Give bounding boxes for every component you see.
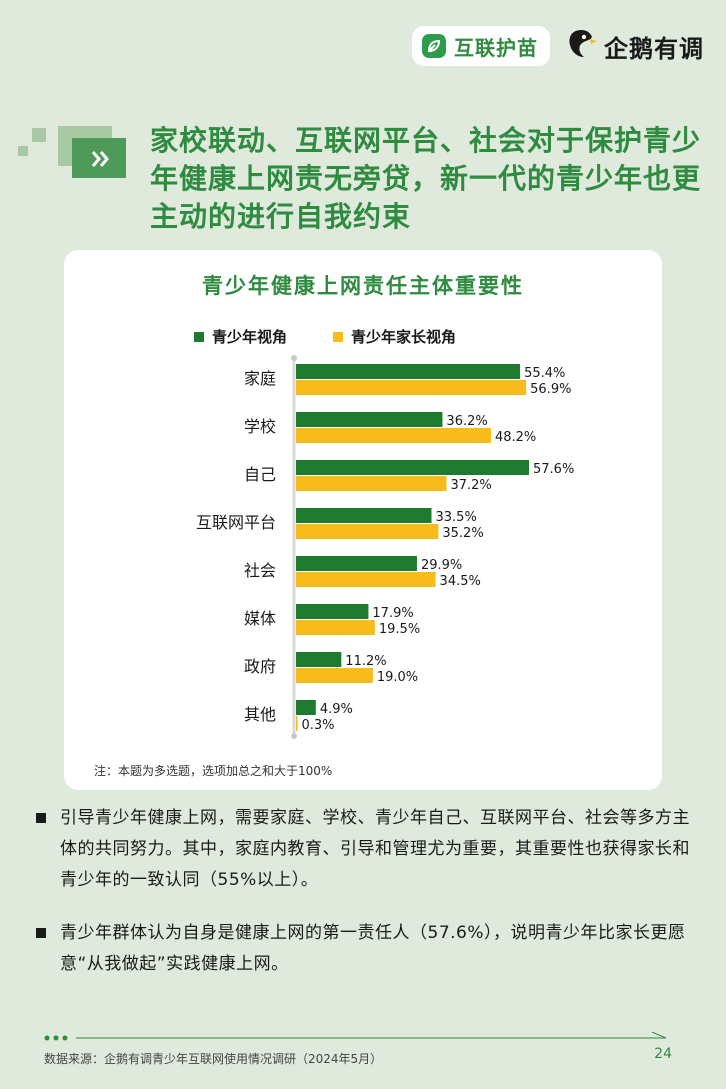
bar-parents	[296, 620, 375, 635]
takeaway-list: 引导青少年健康上网，需要家庭、学校、青少年自己、互联网平台、社会等多方主体的共同…	[36, 803, 696, 1002]
bar-parents	[296, 668, 373, 683]
qie-youdiao-logo: 企鹅有调	[564, 27, 704, 65]
logo-secondary-text: 企鹅有调	[604, 34, 704, 63]
data-label-parents: 48.2%	[495, 430, 536, 445]
logo-primary-text: 互联护苗	[454, 35, 538, 60]
footer-divider	[44, 1032, 667, 1041]
data-label-youth: 36.2%	[446, 414, 487, 429]
data-label-youth: 29.9%	[421, 558, 462, 573]
bar-youth	[296, 604, 369, 619]
legend-label-youth: 青少年视角	[212, 328, 288, 346]
takeaway-item: 青少年群体认为自身是健康上网的第一责任人（57.6%），说明青少年比家长更愿意“…	[36, 918, 696, 980]
chart-card: 青少年健康上网责任主体重要性 青少年视角 青少年家长视角 家庭 55.4% 56.9…	[64, 250, 662, 790]
data-label-parents: 37.2%	[450, 478, 491, 493]
legend-swatch-parents	[333, 331, 344, 342]
category-label: 政府	[244, 657, 276, 676]
data-label-youth: 57.6%	[533, 462, 574, 477]
category-label: 互联网平台	[196, 513, 276, 532]
bar-youth	[296, 412, 443, 427]
axis-end-dot	[291, 733, 297, 739]
bar-youth	[296, 556, 417, 571]
bar-parents	[296, 380, 527, 395]
double-chevron-icon	[91, 151, 109, 167]
category-label: 学校	[244, 417, 276, 436]
category-label: 家庭	[244, 369, 276, 388]
chart-title: 青少年健康上网责任主体重要性	[202, 274, 524, 298]
legend-item-youth: 青少年视角	[194, 326, 287, 347]
bar-chart: 家庭 55.4%56.9% 学校 36.2% 48.2% 自己 57.6% 37.2% 互联网平…	[196, 355, 574, 739]
page-headline: 家校联动、互联网平台、社会对于保护青少年健康上网责无旁贷，新一代的青少年也更主动…	[150, 124, 702, 233]
bar-parents	[296, 524, 439, 539]
bullet-square-icon	[36, 813, 46, 823]
sprout-icon	[422, 34, 446, 58]
page-number: 24	[654, 1046, 672, 1062]
takeaway-item: 引导青少年健康上网，需要家庭、学校、青少年自己、互联网平台、社会等多方主体的共同…	[36, 803, 696, 896]
data-label-parents: 35.2%	[442, 526, 483, 541]
category-label: 社会	[244, 561, 276, 580]
bar-parents	[296, 476, 447, 491]
data-label-parents: 19.0%	[377, 670, 418, 685]
axis-end-dot	[291, 355, 297, 361]
header-logos: 互联护苗 企鹅有调	[412, 26, 704, 66]
decorative-squares	[18, 126, 126, 178]
bullet-square-icon	[36, 928, 46, 938]
takeaway-text: 青少年群体认为自身是健康上网的第一责任人（57.6%），说明青少年比家长更愿意“…	[60, 923, 686, 974]
legend-item-parents: 青少年家长视角	[333, 326, 456, 347]
data-label-youth: 55.4%	[524, 366, 565, 381]
legend-swatch-youth	[194, 331, 204, 342]
data-label-youth: 17.9%	[372, 606, 413, 621]
bar-parents	[296, 716, 298, 731]
takeaway-text: 引导青少年健康上网，需要家庭、学校、青少年自己、互联网平台、社会等多方主体的共同…	[60, 808, 690, 890]
bar-youth	[296, 364, 521, 379]
category-label: 媒体	[244, 609, 276, 628]
bar-parents	[296, 572, 436, 587]
data-label-parents: 56.9%	[530, 382, 571, 397]
data-label-parents: 0.3%	[302, 718, 335, 733]
bar-youth	[296, 508, 432, 523]
penguin-icon	[564, 27, 598, 65]
category-label: 自己	[244, 465, 276, 484]
bar-youth	[296, 460, 529, 475]
data-source: 数据来源：企鹅有调青少年互联网使用情况调研（2024年5月）	[44, 1052, 383, 1066]
chart-note: 注：本题为多选题，选项加总之和大于100%	[94, 764, 333, 778]
data-label-youth: 4.9%	[320, 702, 353, 717]
bar-parents	[296, 428, 491, 443]
category-label: 其他	[244, 705, 276, 724]
bar-youth	[296, 652, 342, 667]
chart-legend: 青少年视角 青少年家长视角	[194, 326, 456, 347]
huliamhumiao-logo: 互联护苗	[412, 26, 550, 66]
data-label-youth: 33.5%	[436, 510, 477, 525]
bar-youth	[296, 700, 316, 715]
data-label-youth: 11.2%	[345, 654, 386, 669]
data-label-parents: 34.5%	[440, 574, 481, 589]
legend-label-parents: 青少年家长视角	[351, 328, 457, 346]
data-label-parents: 19.5%	[379, 622, 420, 637]
